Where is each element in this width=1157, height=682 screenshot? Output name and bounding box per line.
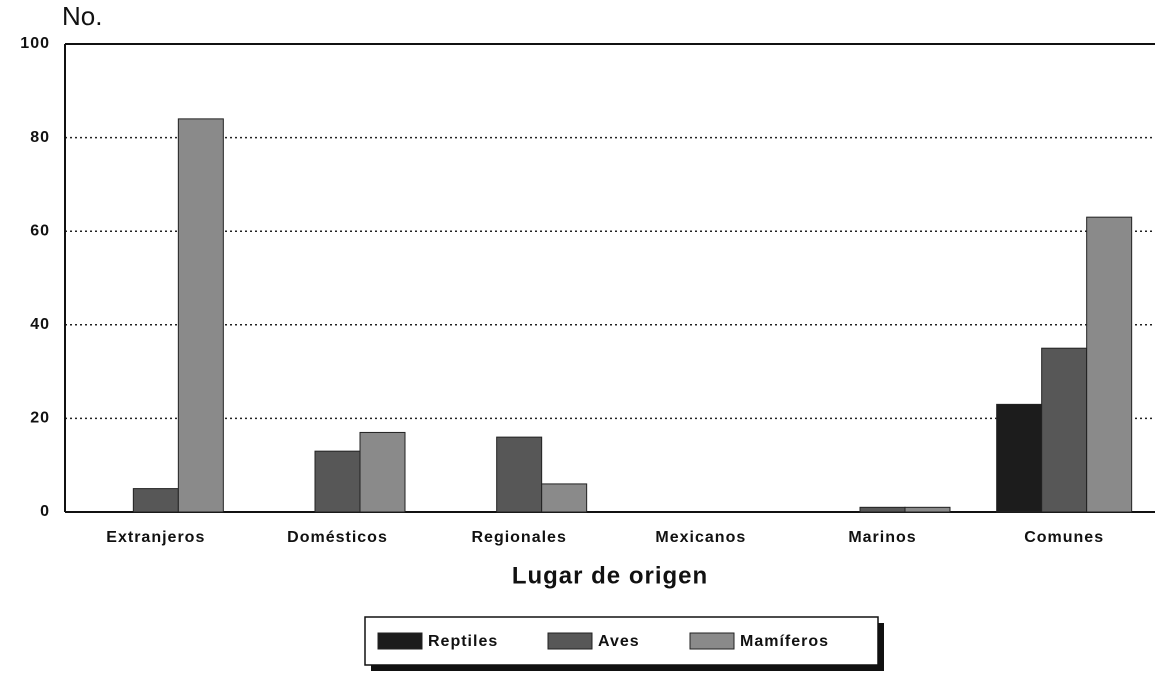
bar <box>314 450 361 513</box>
x-tick-label: Domésticos <box>287 529 388 546</box>
legend-label: Mamíferos <box>740 633 829 650</box>
legend-swatch <box>377 632 423 650</box>
legend-label: Reptiles <box>428 633 498 650</box>
y-tick-label: 60 <box>30 222 50 239</box>
x-tick-label: Extranjeros <box>106 529 205 546</box>
y-tick-label: 40 <box>30 316 50 333</box>
y-axis-label: No. <box>62 1 102 31</box>
x-tick-label: Regionales <box>471 529 566 546</box>
bar <box>904 506 951 513</box>
legend-swatch <box>547 632 593 650</box>
bar <box>496 436 543 513</box>
legend-label: Aves <box>598 633 640 650</box>
y-tick-label: 0 <box>40 503 50 520</box>
y-tick-label: 20 <box>30 410 50 427</box>
x-axis-label: Lugar de origen <box>512 562 708 589</box>
bar <box>132 488 179 513</box>
bar <box>859 506 906 513</box>
x-tick-label: Mexicanos <box>655 529 746 546</box>
bar <box>996 403 1043 513</box>
y-tick-label: 80 <box>30 129 50 146</box>
x-tick-label: Marinos <box>848 529 916 546</box>
x-tick-label: Comunes <box>1024 529 1104 546</box>
bar <box>1041 347 1088 513</box>
bar <box>1086 216 1133 513</box>
bar <box>177 118 224 513</box>
legend-swatch <box>689 632 735 650</box>
y-tick-label: 100 <box>20 35 50 52</box>
bar <box>541 483 588 513</box>
legend-box <box>364 616 879 666</box>
bar <box>359 431 406 513</box>
